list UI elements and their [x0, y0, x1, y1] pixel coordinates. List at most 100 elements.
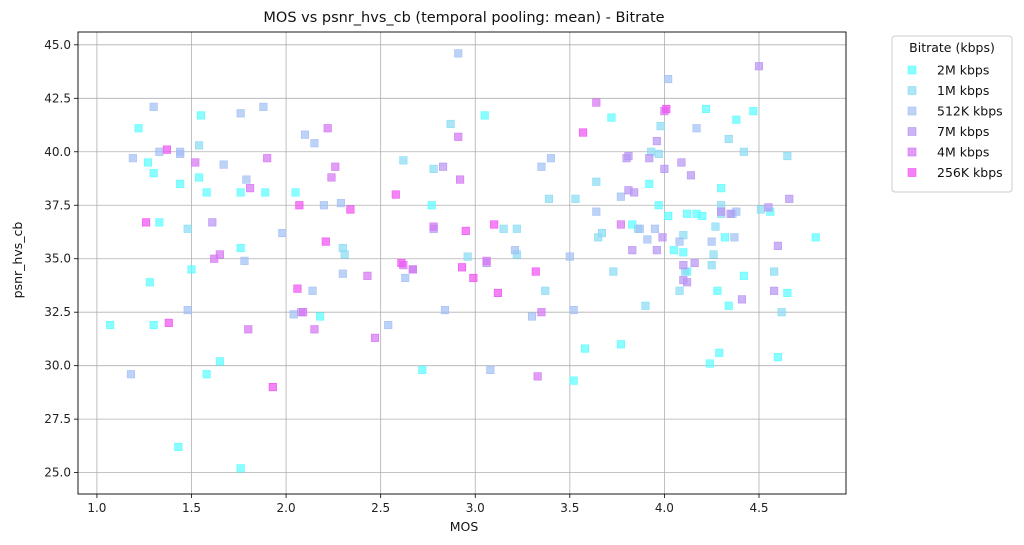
- data-point: [176, 179, 185, 188]
- data-point: [244, 325, 253, 334]
- data-point: [607, 113, 616, 122]
- axis-ticks: 1.0 1.5 2.0 2.5 3.0 3.5 4.0 4.5 25.0 27.5 30.0 32.5…: [44, 38, 768, 515]
- data-point: [713, 286, 722, 295]
- legend-label: 512K kbps: [937, 104, 1003, 119]
- data-point: [191, 158, 200, 167]
- y-tick-label: 27.5: [44, 412, 71, 426]
- data-point: [683, 209, 692, 218]
- data-point: [236, 464, 245, 473]
- chart-title: MOS vs psnr_hvs_cb (temporal pooling: me…: [263, 10, 664, 26]
- data-point: [537, 308, 546, 317]
- data-point: [698, 211, 707, 220]
- data-point: [210, 254, 219, 263]
- data-point: [195, 141, 204, 150]
- data-point: [664, 211, 673, 220]
- data-point: [652, 137, 661, 146]
- data-point: [726, 209, 735, 218]
- data-point: [149, 102, 158, 111]
- data-point: [643, 235, 652, 244]
- legend-title: Bitrate (kbps): [909, 40, 995, 55]
- data-point: [340, 250, 349, 259]
- data-point: [679, 261, 688, 270]
- data-point: [174, 442, 183, 451]
- legend-swatch: [907, 127, 917, 136]
- data-point: [675, 237, 684, 246]
- data-point: [630, 188, 639, 197]
- data-point: [457, 263, 467, 272]
- data-point: [541, 286, 550, 295]
- data-point: [662, 104, 671, 114]
- data-point: [533, 372, 542, 381]
- data-point: [310, 325, 319, 334]
- data-point: [701, 104, 711, 114]
- data-point: [316, 312, 325, 321]
- data-point: [749, 107, 758, 116]
- data-point: [236, 243, 245, 253]
- data-point: [289, 310, 298, 319]
- data-point: [537, 162, 546, 171]
- data-point: [656, 122, 665, 131]
- data-point: [440, 306, 450, 315]
- data-point: [597, 229, 607, 238]
- data-point: [261, 188, 270, 197]
- legend-item: 2M kbps: [907, 63, 989, 78]
- x-tick-label: 1.0: [87, 501, 106, 515]
- data-point: [310, 139, 319, 148]
- data-point: [336, 199, 345, 208]
- data-point: [569, 376, 578, 385]
- data-point: [724, 301, 733, 310]
- data-point: [236, 109, 245, 118]
- x-tick-label: 2.5: [371, 501, 390, 515]
- data-point: [327, 173, 336, 182]
- legend-label: 1M kbps: [937, 83, 989, 98]
- data-point: [293, 284, 302, 293]
- data-point: [427, 201, 436, 210]
- data-point: [654, 201, 663, 210]
- data-point: [720, 233, 729, 242]
- data-point: [544, 194, 554, 203]
- data-point: [321, 237, 330, 246]
- data-point: [707, 261, 716, 270]
- data-point: [783, 152, 792, 161]
- data-point: [195, 173, 204, 182]
- data-point: [300, 130, 310, 139]
- x-tick-label: 3.0: [466, 501, 485, 515]
- legend-item: 512K kbps: [907, 104, 1003, 119]
- y-axis-label: psnr_hvs_cb: [10, 222, 25, 299]
- data-point: [215, 357, 224, 366]
- x-tick-label: 1.5: [182, 501, 201, 515]
- data-point: [399, 156, 408, 165]
- data-point: [259, 102, 268, 111]
- data-point: [240, 256, 249, 265]
- data-point: [777, 308, 786, 317]
- data-point: [692, 124, 701, 133]
- data-point: [531, 267, 540, 276]
- data-point: [592, 98, 601, 107]
- legend-label: 4M kbps: [937, 145, 989, 160]
- data-point: [650, 224, 659, 233]
- y-tick-label: 45.0: [44, 38, 71, 52]
- data-point: [370, 333, 380, 342]
- data-point: [397, 258, 406, 268]
- data-point: [308, 286, 317, 295]
- data-point: [493, 288, 502, 297]
- legend-swatch: [907, 65, 917, 75]
- data-point: [641, 301, 650, 310]
- data-point: [319, 201, 328, 210]
- data-point: [565, 252, 574, 261]
- data-point: [679, 276, 688, 285]
- data-point: [391, 190, 400, 199]
- data-point: [208, 218, 217, 227]
- data-point: [408, 265, 417, 274]
- data-point: [463, 252, 472, 261]
- data-point: [677, 158, 686, 167]
- data-point: [196, 111, 206, 120]
- data-point: [323, 124, 332, 133]
- data-point: [219, 160, 228, 169]
- data-point: [707, 237, 716, 246]
- y-tick-label: 37.5: [44, 198, 71, 212]
- data-point: [142, 218, 151, 227]
- data-point: [278, 229, 287, 238]
